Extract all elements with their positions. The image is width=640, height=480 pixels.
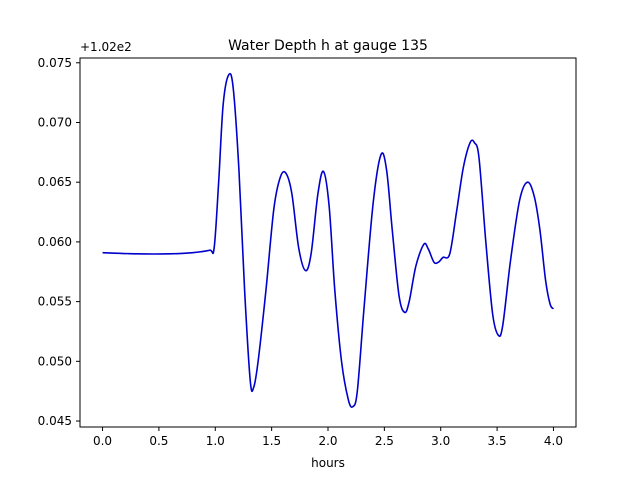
y-tick-label: 0.065 xyxy=(38,175,72,189)
x-tick-label: 1.5 xyxy=(262,434,281,448)
x-axis-label: hours xyxy=(311,456,345,470)
y-tick-label: 0.045 xyxy=(38,414,72,428)
x-tick-label: 1.0 xyxy=(206,434,225,448)
y-tick-label: 0.060 xyxy=(38,235,72,249)
y-tick-label: 0.050 xyxy=(38,354,72,368)
x-tick-label: 0.5 xyxy=(149,434,168,448)
y-axis-ticks: 0.045 0.050 0.055 0.060 0.065 0.070 0.075 xyxy=(38,56,80,428)
x-axis-ticks: 0.0 0.5 1.0 1.5 2.0 2.5 3.0 3.5 4.0 xyxy=(93,427,563,448)
x-tick-label: 4.0 xyxy=(544,434,563,448)
x-tick-label: 3.0 xyxy=(431,434,450,448)
x-tick-label: 0.0 xyxy=(93,434,112,448)
x-tick-label: 2.5 xyxy=(375,434,394,448)
plot-frame xyxy=(79,57,577,428)
x-tick-label: 3.5 xyxy=(488,434,507,448)
x-tick-label: 2.0 xyxy=(318,434,337,448)
y-tick-label: 0.055 xyxy=(38,295,72,309)
plot-area: 0.0 0.5 1.0 1.5 2.0 2.5 3.0 3.5 4.0 0.0450.0500.… xyxy=(38,56,577,448)
y-tick-label: 0.070 xyxy=(38,115,72,129)
y-tick-label: 0.075 xyxy=(38,56,72,70)
y-axis-offset-label: +1.02e2 xyxy=(80,40,132,54)
series-line xyxy=(102,72,555,409)
chart-title: Water Depth h at gauge 135 xyxy=(228,38,428,54)
